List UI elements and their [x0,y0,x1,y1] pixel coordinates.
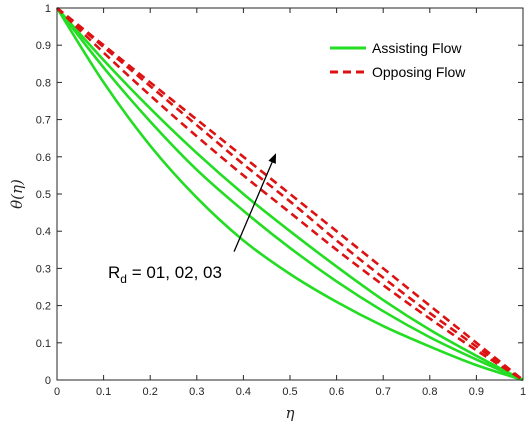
annotation: Rd = 01, 02, 03 [108,153,277,286]
y-tick-label: 0.1 [36,338,51,350]
y-tick-label: 0.9 [36,40,51,52]
y-tick-label: 0.8 [36,77,51,89]
legend: Assisting Flow Opposing Flow [330,40,466,80]
tick-labels: 0 0.1 0.2 0.3 0.4 0.5 0.6 0.7 0.8 0.9 1 0 0.1 0.2 0.3 0… [36,3,526,398]
annotation-label: Rd = 01, 02, 03 [108,263,222,286]
opposing-flow-line-6 [56,6,524,382]
assisting-flow-line-1 [55,7,524,382]
y-tick-label: 0.4 [36,226,51,238]
axes [56,7,524,381]
x-tick-label: 0.6 [329,386,344,398]
opposing-flow-line-5 [56,7,524,382]
x-tick-label: 0.3 [189,386,204,398]
assisting-flow-line-3 [56,7,524,382]
x-tick-label: 0.4 [236,386,251,398]
x-tick-label: 1 [520,386,526,398]
annotation-arrowhead [268,153,277,164]
y-tick-label: 0.6 [36,152,51,164]
y-tick-label: 1 [45,3,51,15]
x-tick-label: 0.5 [282,386,297,398]
y-tick-label: 0.3 [36,263,51,275]
annotation-arrow [233,162,273,252]
x-tick-label: 0.8 [422,386,437,398]
x-tick-label: 0.9 [469,386,484,398]
x-tick-label: 0 [54,386,60,398]
opposing-flow-line-4 [56,7,524,382]
series-lines [55,6,524,382]
assisting-flow-line-2 [55,7,524,382]
y-tick-label: 0.2 [36,301,51,313]
x-tick-label: 0.2 [143,386,158,398]
x-tick-label: 0.7 [376,386,391,398]
legend-label-assisting: Assisting Flow [372,40,462,56]
y-axis-title: θ(η) [8,179,26,209]
x-tick-label: 0.1 [96,386,111,398]
y-tick-label: 0 [45,375,51,387]
x-axis-title: η [286,404,295,422]
y-tick-label: 0.7 [36,115,51,127]
y-tick-label: 0.5 [36,189,51,201]
legend-label-opposing: Opposing Flow [372,64,466,80]
